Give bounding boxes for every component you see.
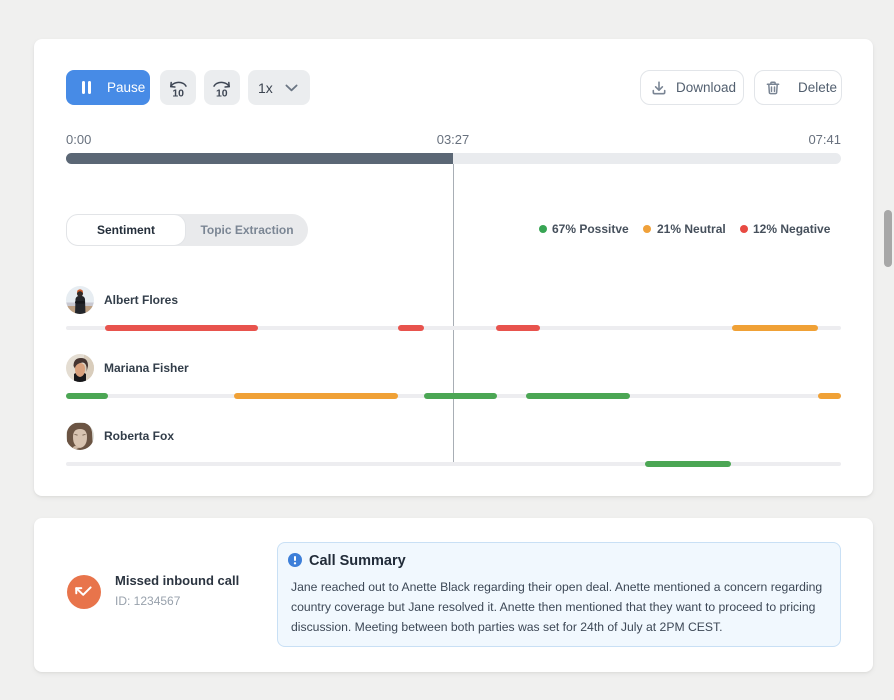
svg-text:10: 10 [172, 87, 184, 99]
svg-text:10: 10 [216, 87, 228, 99]
